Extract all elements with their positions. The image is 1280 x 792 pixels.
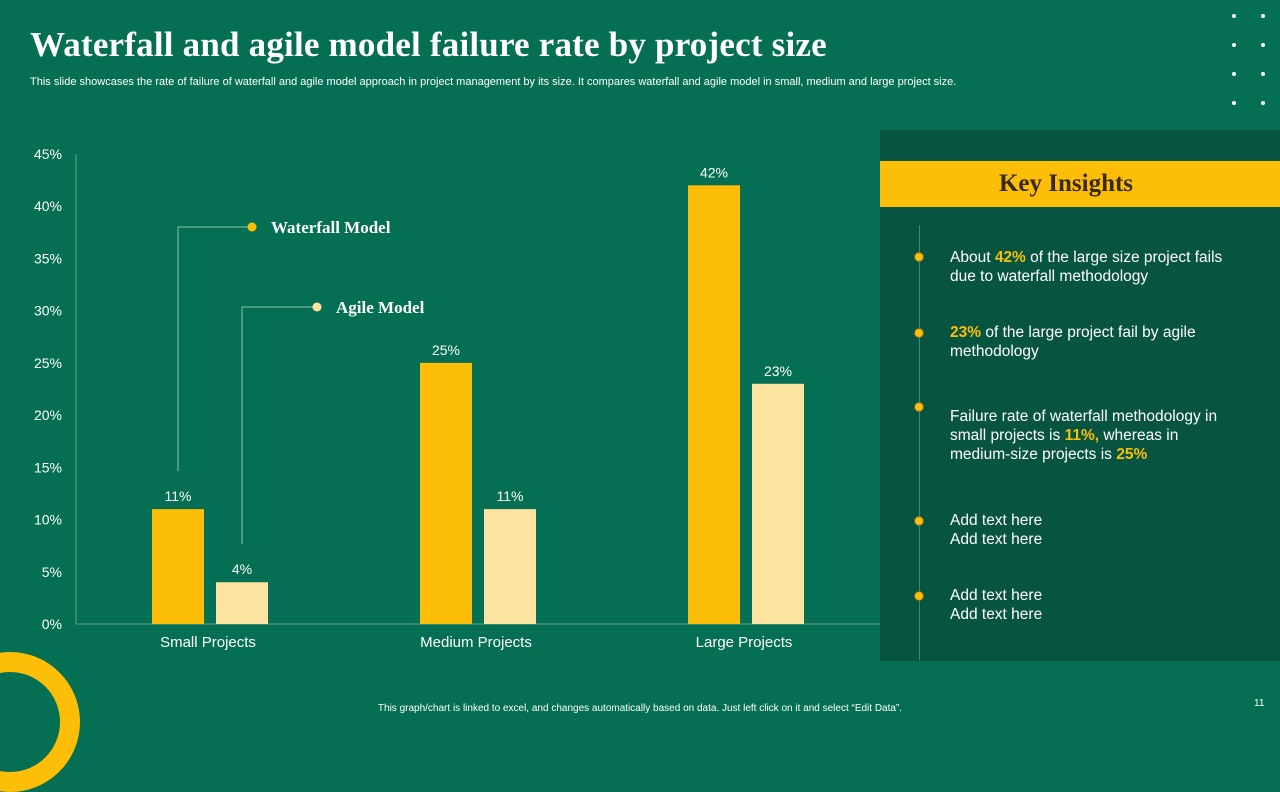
insights-timeline-line [919,225,920,660]
decorative-ring [0,652,80,792]
legend-marker [247,222,257,232]
x-tick-label: Large Projects [696,634,793,651]
insight-bullet-icon [914,252,924,262]
bar-chart[interactable]: 0% 5% 10% 15% 20% 25% 30% 35% 40% 45% 11% 4% Small P… [0,130,880,660]
key-insights-heading: Key Insights [880,161,1280,207]
y-tick-label: 15% [34,459,62,475]
insight-item-4: Add text here Add text here [950,512,1043,548]
page-number: 11 [1254,698,1265,709]
insight-bullet-icon [914,328,924,338]
y-tick-label: 40% [34,198,62,214]
insight-item-5: Add text here Add text here [950,587,1043,623]
y-tick-label: 25% [34,355,62,371]
insight-bullet-icon [914,591,924,601]
bar [216,582,268,624]
data-label: 11% [497,488,524,504]
data-label: 23% [764,363,792,379]
y-tick-label: 45% [34,146,62,162]
data-label: 11% [165,488,192,504]
data-label: 42% [700,164,728,180]
decorative-dot [1261,43,1265,47]
bar [688,185,740,625]
slide-subtitle: This slide showcases the rate of failure… [30,76,957,88]
decorative-dot [1261,101,1265,105]
key-insights-panel: Key Insights About 42% of the large size… [880,130,1280,661]
insight-item-3: Failure rate of waterfall methodology in… [950,408,1218,463]
slide-title: Waterfall and agile model failure rate b… [30,25,827,64]
legend-leader-line [241,306,317,545]
data-label: 4% [232,561,252,577]
insight-item-1: About 42% of the large size project fail… [950,249,1223,285]
legend-label: Agile Model [336,298,425,317]
decorative-dot [1232,72,1236,76]
legend-marker [312,302,322,312]
y-tick-label: 30% [34,303,62,319]
y-tick-label: 0% [42,616,62,632]
y-tick-label: 5% [42,564,62,580]
decorative-dot [1232,14,1236,18]
bar [420,362,472,624]
bar [484,509,536,624]
insight-bullet-icon [914,516,924,526]
decorative-dot [1261,14,1265,18]
footer-note: This graph/chart is linked to excel, and… [377,703,903,714]
legend-label: Waterfall Model [271,218,391,237]
y-tick-label: 35% [34,250,62,266]
bar [152,509,204,624]
y-tick-label: 10% [34,512,62,528]
insight-item-2: 23% of the large project fail by agile m… [950,324,1196,360]
insight-bullet-icon [914,402,924,412]
data-label: 25% [432,342,460,358]
x-tick-label: Medium Projects [420,634,532,651]
y-tick-label: 20% [34,407,62,423]
x-tick-label: Small Projects [160,634,256,651]
decorative-dot [1261,72,1265,76]
legend-leader-line [177,226,252,472]
decorative-dot [1232,43,1236,47]
decorative-dot [1232,101,1236,105]
bar [752,383,804,624]
